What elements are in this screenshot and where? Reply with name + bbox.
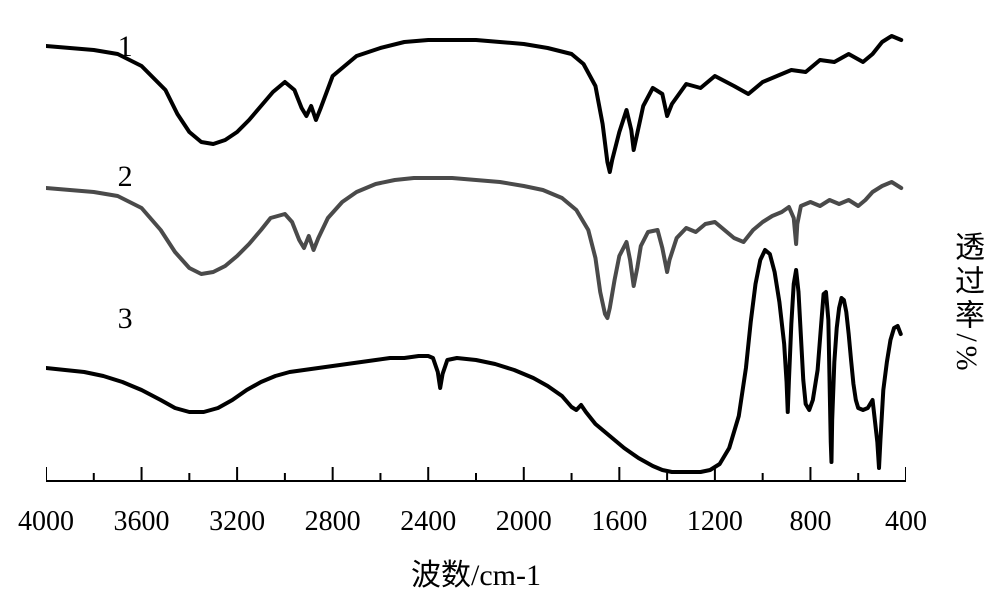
spectrum-curve2 [46, 178, 901, 318]
x-tick-400: 400 [885, 506, 927, 538]
x-tick-4000: 4000 [18, 506, 74, 538]
x-axis-label: 波数/cm-1 [46, 550, 906, 594]
x-tick-2400: 2400 [400, 506, 456, 538]
x-tick-3600: 3600 [114, 506, 170, 538]
plot-svg [46, 12, 906, 482]
series-label-1: 1 [118, 30, 133, 64]
x-tick-1600: 1600 [591, 506, 647, 538]
x-tick-2800: 2800 [305, 506, 361, 538]
series-label-2: 2 [118, 160, 133, 194]
ir-spectra-chart: 4000 3600 3200 2800 2400 2000 1600 1200 800 400 波… [0, 0, 1000, 606]
x-tick-labels: 4000 3600 3200 2800 2400 2000 1600 1200 800 400 [0, 506, 1000, 546]
x-tick-1200: 1200 [687, 506, 743, 538]
x-tick-2000: 2000 [496, 506, 552, 538]
spectrum-curve1 [46, 36, 901, 172]
series-label-3: 3 [118, 302, 133, 336]
y-axis-label: 透过率/% [944, 231, 988, 374]
spectrum-curve3 [46, 250, 901, 472]
x-tick-3200: 3200 [209, 506, 265, 538]
x-tick-800: 800 [789, 506, 831, 538]
